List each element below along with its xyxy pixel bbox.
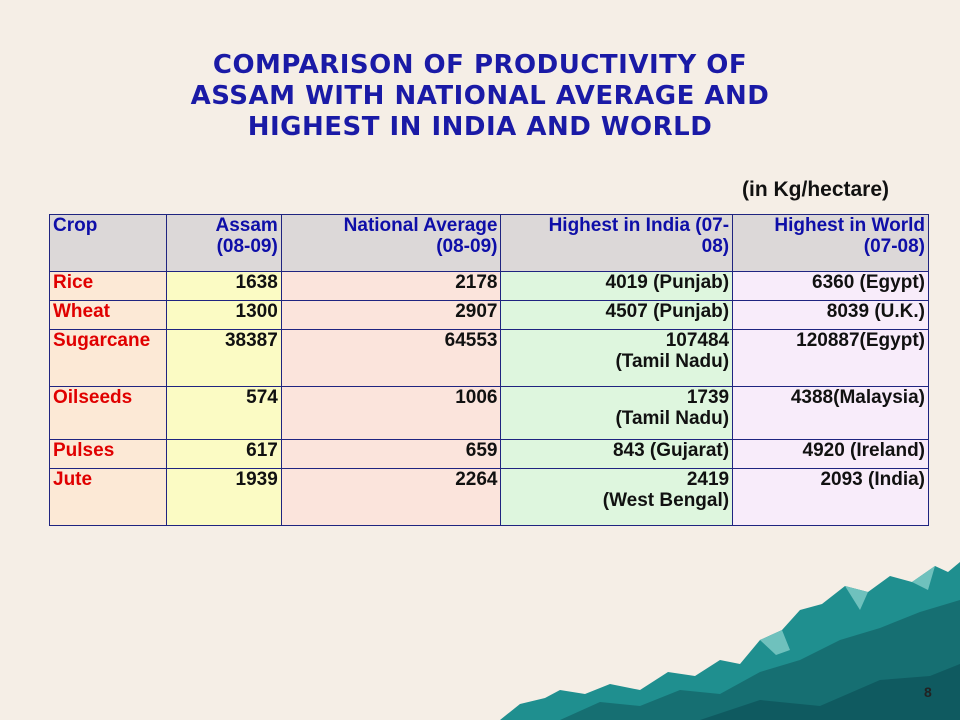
world-cell: 2093 (India) xyxy=(732,468,929,526)
table-row: Pulses 617 659 843 (Gujarat) 4920 (Irela… xyxy=(49,439,929,469)
world-cell: 8039 (U.K.) xyxy=(732,300,929,330)
india-cell: 2419 (West Bengal) xyxy=(500,468,734,526)
world-cell: 4920 (Ireland) xyxy=(732,439,929,469)
units-label: (in Kg/hectare) xyxy=(742,178,890,201)
title-line-2: ASSAM WITH NATIONAL AVERAGE AND xyxy=(190,81,770,111)
crop-cell: Pulses xyxy=(49,439,167,469)
national-cell: 2264 xyxy=(280,468,502,526)
table-header-row: Crop Assam (08-09) National Average (08-… xyxy=(49,214,929,272)
crop-cell: Sugarcane xyxy=(49,329,167,387)
header-crop: Crop xyxy=(49,214,167,272)
title-line-3: HIGHEST IN INDIA AND WORLD xyxy=(247,112,713,142)
india-cell: 4019 (Punjab) xyxy=(500,271,734,301)
productivity-table: Crop Assam (08-09) National Average (08-… xyxy=(49,214,929,526)
header-world: Highest in World (07-08) xyxy=(732,214,929,272)
national-cell: 659 xyxy=(280,439,502,469)
header-assam: Assam (08-09) xyxy=(165,214,282,272)
india-cell: 107484 (Tamil Nadu) xyxy=(500,329,734,387)
national-cell: 1006 xyxy=(280,386,502,440)
india-cell: 1739 (Tamil Nadu) xyxy=(500,386,734,440)
assam-cell: 1939 xyxy=(165,468,282,526)
india-cell: 843 (Gujarat) xyxy=(500,439,734,469)
crop-cell: Wheat xyxy=(49,300,167,330)
crop-cell: Rice xyxy=(49,271,167,301)
assam-cell: 1300 xyxy=(165,300,282,330)
national-cell: 2178 xyxy=(280,271,502,301)
assam-cell: 1638 xyxy=(165,271,282,301)
assam-cell: 574 xyxy=(165,386,282,440)
table-row: Oilseeds 574 1006 1739 (Tamil Nadu) 4388… xyxy=(49,386,929,440)
crop-cell: Jute xyxy=(49,468,167,526)
page-number: 8 xyxy=(924,684,932,700)
header-india: Highest in India (07- 08) xyxy=(500,214,734,272)
table-row: Sugarcane 38387 64553 107484 (Tamil Nadu… xyxy=(49,329,929,387)
assam-cell: 617 xyxy=(165,439,282,469)
slide-title: COMPARISON OF PRODUCTIVITY OF ASSAM WITH… xyxy=(0,50,960,143)
header-national: National Average (08-09) xyxy=(280,214,502,272)
world-cell: 6360 (Egypt) xyxy=(732,271,929,301)
assam-cell: 38387 xyxy=(165,329,282,387)
table-row: Rice 1638 2178 4019 (Punjab) 6360 (Egypt… xyxy=(49,271,929,301)
crop-cell: Oilseeds xyxy=(49,386,167,440)
national-cell: 64553 xyxy=(280,329,502,387)
national-cell: 2907 xyxy=(280,300,502,330)
table-row: Jute 1939 2264 2419 (West Bengal) 2093 (… xyxy=(49,468,929,526)
india-cell: 4507 (Punjab) xyxy=(500,300,734,330)
world-cell: 120887(Egypt) xyxy=(732,329,929,387)
title-line-1: COMPARISON OF PRODUCTIVITY OF xyxy=(212,50,748,80)
world-cell: 4388(Malaysia) xyxy=(732,386,929,440)
table-row: Wheat 1300 2907 4507 (Punjab) 8039 (U.K.… xyxy=(49,300,929,330)
